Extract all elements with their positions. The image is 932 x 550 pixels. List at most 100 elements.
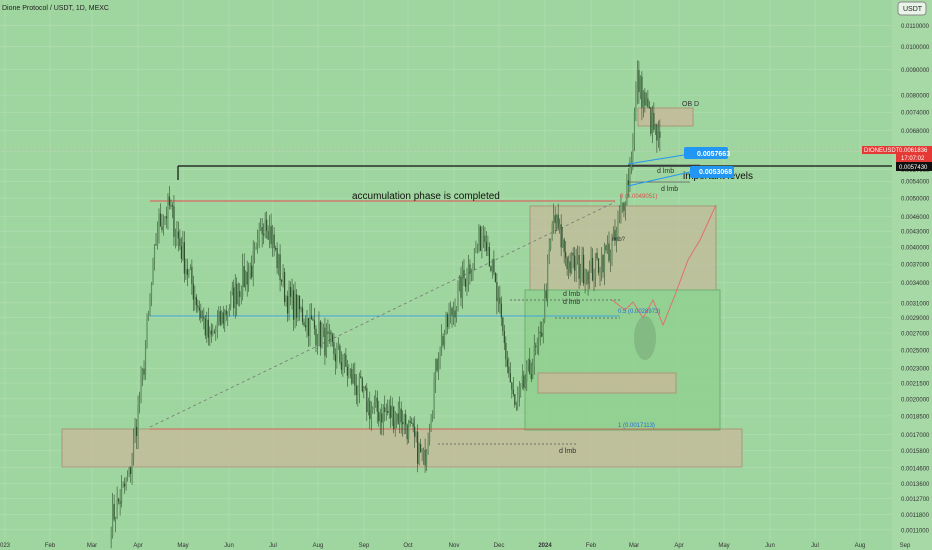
candle-body	[276, 248, 278, 268]
candle-body	[449, 308, 452, 316]
candle-body	[316, 344, 319, 346]
trend-dashed	[149, 201, 616, 428]
candle-body	[466, 280, 468, 287]
price-tick-label: 0.0017000	[901, 433, 930, 439]
candle-body	[545, 290, 547, 299]
candle-body	[518, 386, 520, 396]
candle-body	[577, 255, 579, 261]
candle-body	[134, 426, 136, 438]
candle-body	[647, 98, 649, 108]
candle-body	[446, 314, 449, 328]
price-tick-label: 0.0015800	[901, 449, 930, 455]
candle-body	[490, 266, 492, 271]
candle-body	[361, 378, 363, 392]
time-tick-label: 2024	[538, 543, 552, 549]
candle-body	[336, 348, 338, 362]
currency-button[interactable]	[897, 1, 927, 16]
candle-body	[135, 426, 138, 437]
candle-body	[270, 226, 272, 245]
candle-body	[557, 214, 559, 229]
candle-body	[562, 239, 564, 248]
candle-body	[298, 295, 301, 310]
candle-body	[484, 235, 486, 242]
candle-body	[224, 310, 226, 324]
candle-body	[318, 321, 320, 345]
candle-body	[587, 271, 589, 285]
candle-body	[263, 234, 265, 236]
candle-body	[517, 395, 519, 402]
candle-body	[162, 222, 165, 230]
candle-body	[242, 266, 244, 297]
countdown-tag	[896, 154, 932, 162]
candle-body	[618, 213, 621, 219]
price-tick-label: 0.0011000	[901, 528, 930, 534]
candle-body	[544, 290, 546, 322]
candle-body	[476, 245, 479, 247]
candle-body	[487, 247, 489, 251]
candle-body	[285, 296, 287, 302]
level-tag	[896, 162, 932, 171]
time-tick-label: Oct	[403, 543, 413, 549]
candle-body	[572, 252, 574, 256]
price-tick-label: 0.0029000	[901, 316, 930, 322]
candle-body	[291, 290, 293, 297]
candle-body	[183, 242, 185, 274]
price-axis[interactable]: 0.0110000 0.0100000 0.0090000 0.0080000 0.00…	[892, 0, 932, 550]
candle-body	[257, 238, 259, 247]
candle-body	[258, 230, 260, 239]
candle-body	[138, 400, 141, 406]
candle-body	[349, 368, 351, 370]
currency-button-label: USDT	[903, 6, 923, 13]
time-tick-label: Sep	[900, 543, 911, 549]
time-axis[interactable]: 023 Feb Mar Apr May Jun Jul Aug Sep Oct Nov Dec 2024…	[0, 543, 911, 549]
candle-body	[659, 131, 661, 139]
candle-body	[236, 283, 238, 305]
candle-body	[391, 406, 393, 418]
candle-body	[494, 272, 496, 283]
time-tick-label: Apr	[133, 543, 142, 549]
candle-body	[430, 419, 432, 430]
candle-body	[388, 405, 390, 413]
candle-body	[485, 241, 488, 251]
candle-body	[512, 389, 514, 395]
price-tick-label: 0.0040000	[901, 245, 930, 251]
price-tick-label: 0.0021500	[901, 381, 930, 387]
candle-body	[116, 498, 118, 519]
candle-body	[267, 231, 269, 240]
callout-connector-2	[627, 171, 691, 187]
candle-body	[310, 315, 313, 320]
candle-body	[470, 273, 473, 275]
candle-body	[304, 325, 307, 328]
accumulation-label: accumulation phase is completed	[352, 191, 500, 202]
candle-body	[360, 376, 362, 379]
candle-body	[560, 224, 562, 248]
candle-body	[351, 368, 353, 384]
candle-body	[612, 229, 615, 239]
candle-body	[140, 376, 142, 401]
projection-ellipse	[634, 316, 656, 360]
candle-body	[582, 254, 585, 284]
time-tick-label: Nov	[449, 543, 460, 549]
price-tick-label: 0.0020000	[901, 397, 930, 403]
candle-body	[535, 346, 537, 348]
candle-body	[376, 397, 378, 412]
dlmb-label-1: d lmb	[657, 168, 674, 175]
candle-body	[339, 345, 341, 363]
candle-body	[303, 322, 305, 326]
candle-body	[488, 247, 490, 267]
candle-body	[369, 400, 371, 420]
candle-body	[515, 401, 517, 406]
dlmb-label-3: d lmb	[563, 291, 580, 298]
candle-body	[110, 535, 112, 537]
candle-body	[460, 276, 462, 298]
symbol-name: DIONEUSDT	[864, 148, 900, 154]
candle-body	[206, 319, 208, 336]
candle-body	[397, 413, 399, 425]
candle-body	[408, 420, 410, 440]
candle-body	[481, 236, 483, 251]
candle-body	[126, 476, 129, 479]
candle-body	[122, 483, 124, 488]
candle-body	[482, 235, 485, 237]
